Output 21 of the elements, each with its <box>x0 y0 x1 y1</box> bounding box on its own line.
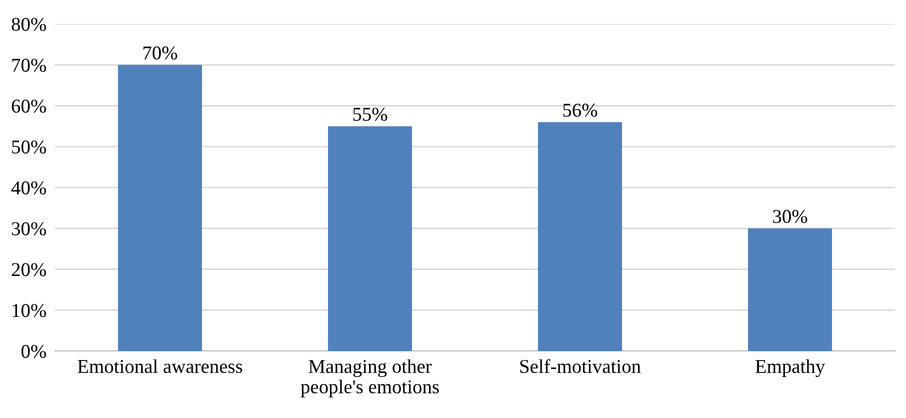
data-label: 55% <box>353 108 388 121</box>
y-tick-label: 0% <box>21 344 46 358</box>
y-tick-label: 80% <box>12 18 46 31</box>
data-label: 70% <box>143 46 178 60</box>
bar <box>118 64 202 351</box>
y-tick-label: 40% <box>11 181 46 194</box>
x-tick-label: Emotional awareness <box>78 359 242 374</box>
y-tick-label: 10% <box>12 304 46 318</box>
bar <box>748 228 832 351</box>
y-tick-label: 60% <box>12 100 46 113</box>
bar <box>328 126 412 351</box>
y-tick-label: 70% <box>12 58 46 72</box>
y-tick-label: 20% <box>12 263 46 276</box>
x-tick-label: Empathy <box>755 359 826 378</box>
bar <box>538 122 622 351</box>
x-tick-label: Self-motivation <box>520 359 641 374</box>
x-tick-label: Managing other people's emotions <box>300 359 439 398</box>
y-tick-label: 30% <box>12 222 46 236</box>
data-label: 56% <box>563 104 598 117</box>
data-label: 30% <box>773 210 808 224</box>
y-tick-label: 50% <box>12 140 46 154</box>
